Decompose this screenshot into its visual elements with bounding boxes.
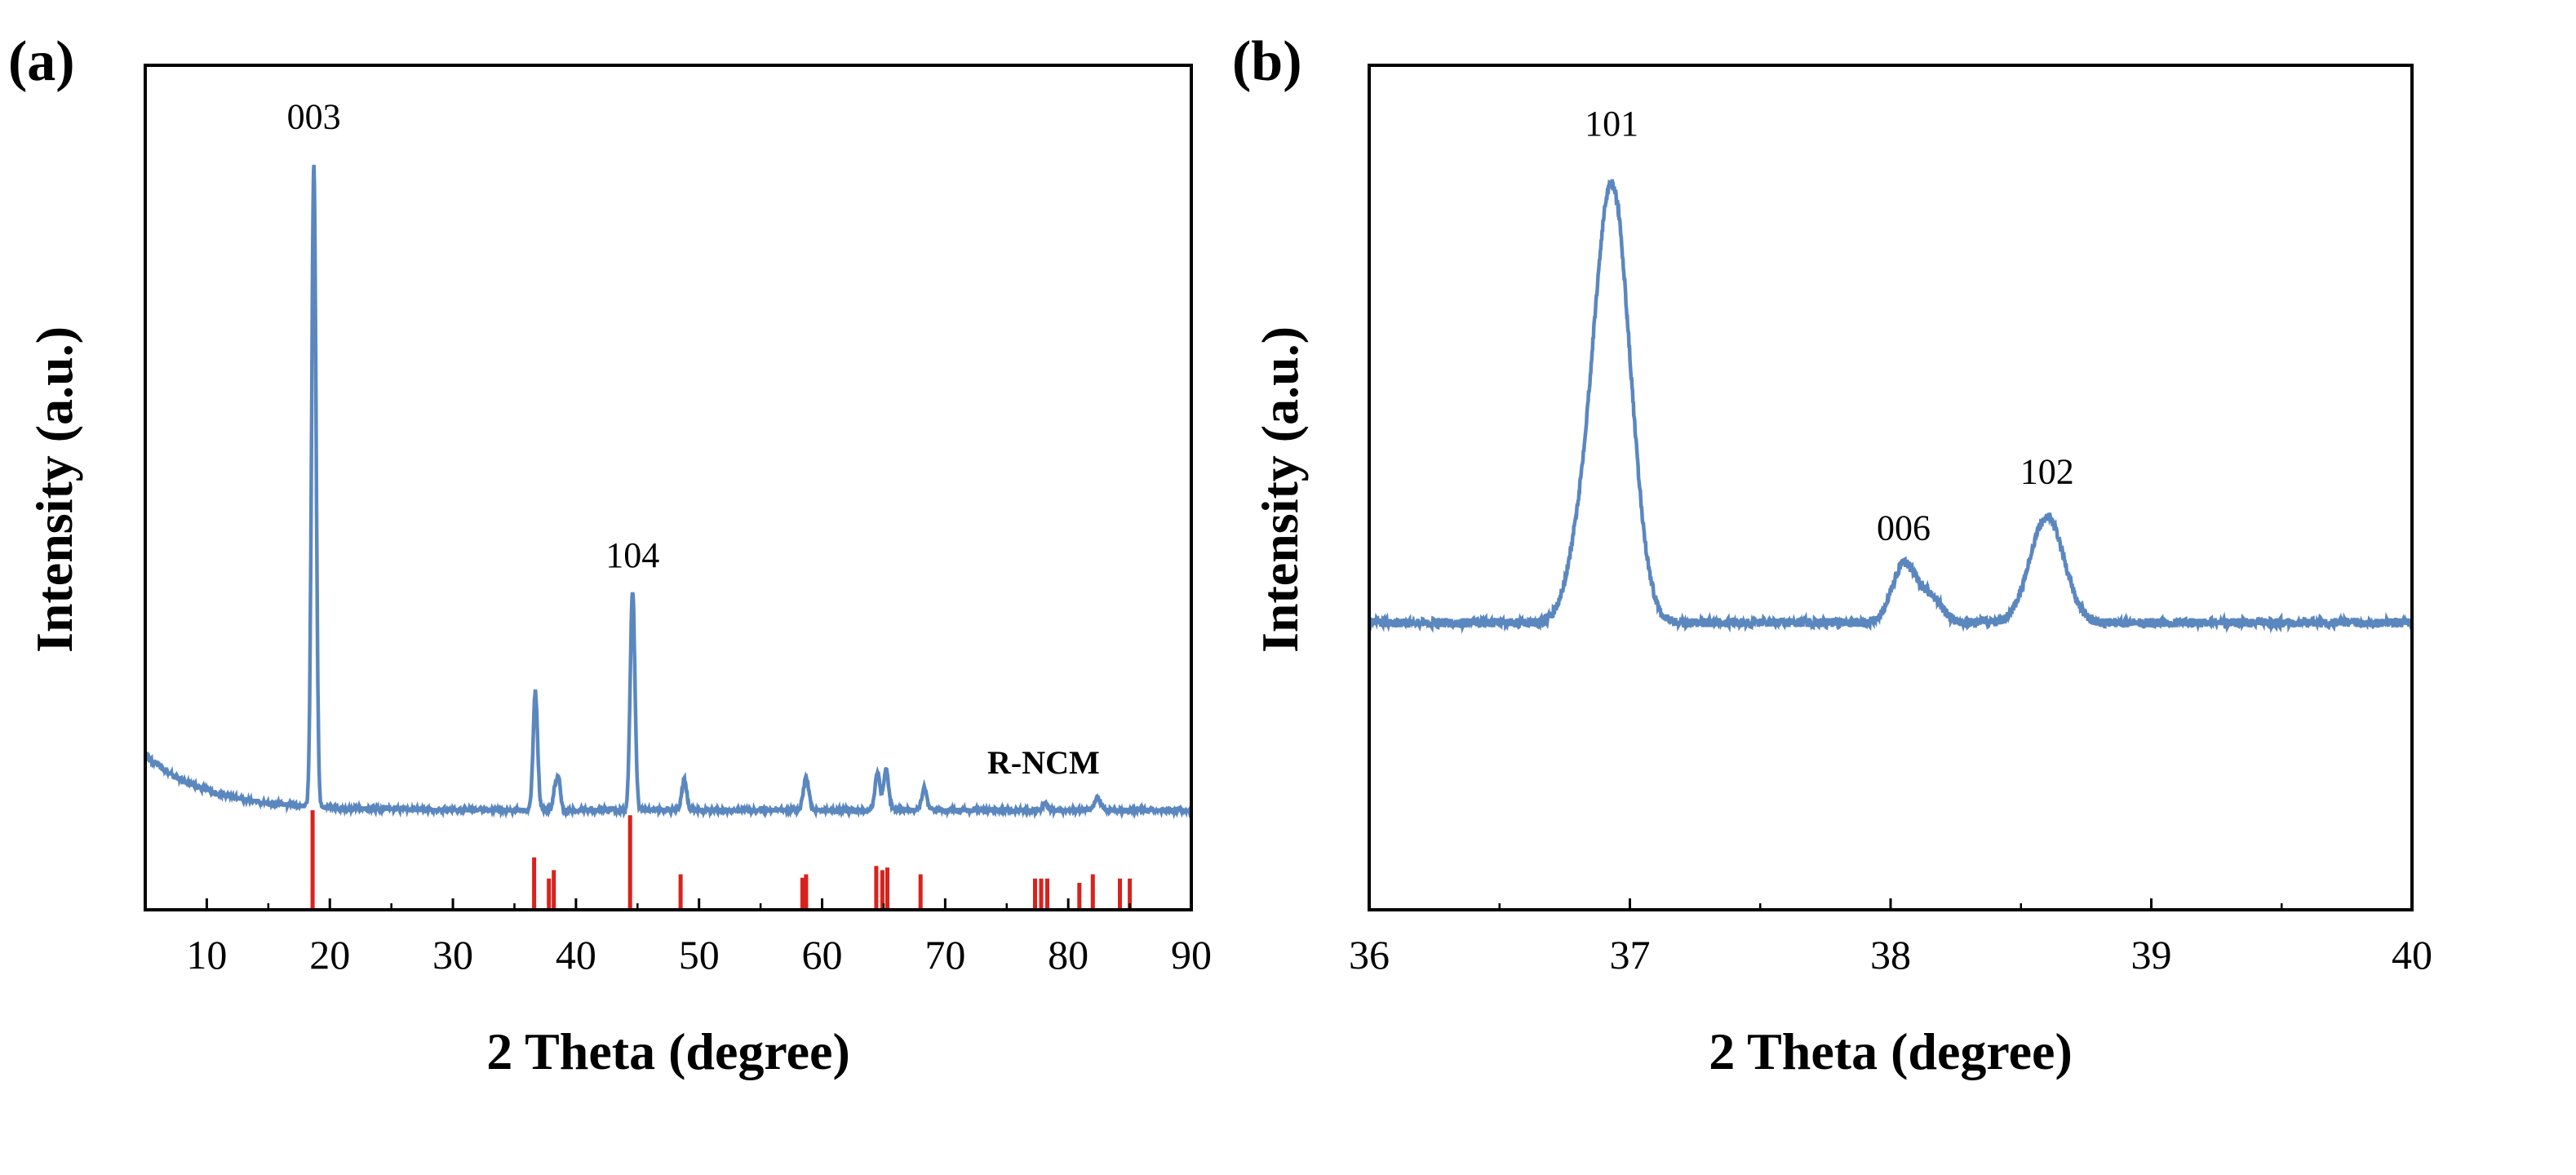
panel-b-frame — [1368, 64, 2414, 911]
panel-a-series-label: R-NCM — [987, 744, 1100, 781]
panel-a-pattern-line — [143, 164, 1193, 820]
x-tick-label: 30 — [432, 932, 473, 978]
panel-a-x-axis-title: 2 Theta (degree) — [486, 1022, 850, 1080]
x-tick-label: 10 — [186, 932, 227, 978]
x-tick-label: 80 — [1048, 932, 1088, 978]
panel-b-peak-labels: 101 006 102 — [1585, 104, 2074, 548]
x-tick-label: 60 — [802, 932, 843, 978]
x-tick-label: 20 — [309, 932, 350, 978]
panel-a-x-ticks: 10 20 30 40 50 60 70 80 90 — [186, 898, 1212, 978]
peak-label: 102 — [2020, 451, 2074, 491]
panel-a-letter: (a) — [8, 30, 75, 93]
x-tick-label: 39 — [2131, 932, 2172, 978]
panel-b-x-ticks: 36 37 38 39 40 — [1349, 898, 2432, 978]
panel-b-letter: (b) — [1232, 30, 1302, 93]
panel-b-x-axis-title: 2 Theta (degree) — [1709, 1022, 2073, 1080]
panel-a-y-axis-title: Intensity (a.u.) — [25, 326, 83, 653]
panel-a-frame — [144, 64, 1193, 911]
panel-b-y-axis-title: Intensity (a.u.) — [1251, 326, 1309, 653]
panel-b: (b) 36 37 38 39 40 101 006 102 2 Theta (degree… — [1232, 30, 2432, 1080]
x-tick-label: 38 — [1870, 932, 1911, 978]
panel-a-reference-sticks — [310, 809, 1133, 910]
peak-label: 104 — [605, 535, 659, 575]
peak-label: 006 — [1877, 508, 1931, 548]
peak-label: 003 — [287, 97, 341, 137]
x-tick-label: 90 — [1171, 932, 1212, 978]
panel-b-pattern-line — [1367, 179, 2414, 634]
x-tick-label: 70 — [924, 932, 965, 978]
panel-a-peak-labels: 003 104 — [287, 97, 660, 575]
panel-a: (a) 10 20 30 40 50 60 70 80 90 003 104 R-NCM 2 Th… — [8, 30, 1212, 1080]
x-tick-label: 40 — [2392, 932, 2432, 978]
peak-label: 101 — [1585, 104, 1638, 144]
x-tick-label: 37 — [1610, 932, 1651, 978]
x-tick-label: 40 — [556, 932, 596, 978]
x-tick-label: 50 — [679, 932, 720, 978]
x-tick-label: 36 — [1349, 932, 1390, 978]
